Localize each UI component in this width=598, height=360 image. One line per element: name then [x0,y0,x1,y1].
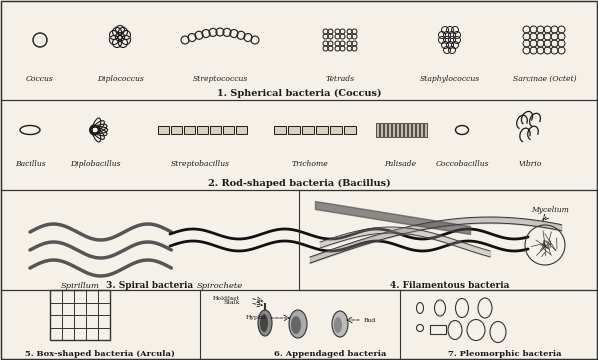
Bar [424,123,427,137]
Bar [344,126,356,134]
Text: Palisade: Palisade [384,160,416,168]
Text: Vibrio: Vibrio [518,160,542,168]
Text: Bacillus: Bacillus [15,160,45,168]
Bar [197,126,208,134]
Bar [299,190,597,290]
Text: Bud: Bud [364,318,376,323]
Bar [302,126,314,134]
Bar [396,123,399,137]
Ellipse shape [258,310,272,336]
Text: Sarcinae (Octet): Sarcinae (Octet) [513,75,577,83]
Bar [412,123,415,137]
Text: Hypha: Hypha [245,315,266,320]
Bar [392,123,395,137]
Bar [388,123,391,137]
Ellipse shape [332,311,348,337]
Text: Holdfast: Holdfast [213,296,240,301]
Ellipse shape [334,317,342,333]
Ellipse shape [291,316,301,334]
Text: Stalk: Stalk [224,301,240,306]
Ellipse shape [289,310,307,338]
Bar [158,126,169,134]
Bar [288,126,300,134]
Text: Diplobacillus: Diplobacillus [70,160,120,168]
Text: Coccobacillus: Coccobacillus [435,160,489,168]
Text: Trichome: Trichome [292,160,328,168]
Bar [384,123,387,137]
Text: Diplococcus: Diplococcus [97,75,144,83]
Text: 1. Spherical bacteria (Coccus): 1. Spherical bacteria (Coccus) [216,89,382,98]
Bar [184,126,195,134]
Text: Coccus: Coccus [26,75,54,83]
Text: 5. Box-shaped bacteria (Arcula): 5. Box-shaped bacteria (Arcula) [25,350,175,358]
Bar [236,126,247,134]
Text: 3. Spiral bacteria: 3. Spiral bacteria [106,282,194,291]
Text: Tetrads: Tetrads [325,75,355,83]
Bar [408,123,411,137]
Bar [420,123,423,137]
Ellipse shape [260,314,268,332]
Bar [1,190,597,290]
Bar [1,100,597,190]
Text: 6. Appendaged bacteria: 6. Appendaged bacteria [274,350,386,358]
Text: Streptococcus: Streptococcus [193,75,248,83]
Bar [50,290,110,340]
Bar [274,126,286,134]
Text: Streptobacillus: Streptobacillus [170,160,230,168]
Text: 2. Rod-shaped bacteria (Bacillus): 2. Rod-shaped bacteria (Bacillus) [208,179,390,188]
Bar [430,325,446,334]
Bar [404,123,407,137]
Bar [223,126,234,134]
Bar [1,290,597,359]
Bar [1,1,597,100]
Text: 4. Filamentous bacteria: 4. Filamentous bacteria [390,282,509,291]
Text: Staphylococcus: Staphylococcus [420,75,480,83]
Bar [376,123,379,137]
Bar [316,126,328,134]
Bar [171,126,182,134]
Bar [416,123,419,137]
Text: Mycelium: Mycelium [531,206,569,214]
Text: Spirochete: Spirochete [197,282,243,290]
Bar [400,123,403,137]
Bar [330,126,342,134]
Bar [210,126,221,134]
Text: Spirillum: Spirillum [60,282,99,290]
Bar [380,123,383,137]
Text: 7. Pleomorphic bacteria: 7. Pleomorphic bacteria [448,350,562,358]
